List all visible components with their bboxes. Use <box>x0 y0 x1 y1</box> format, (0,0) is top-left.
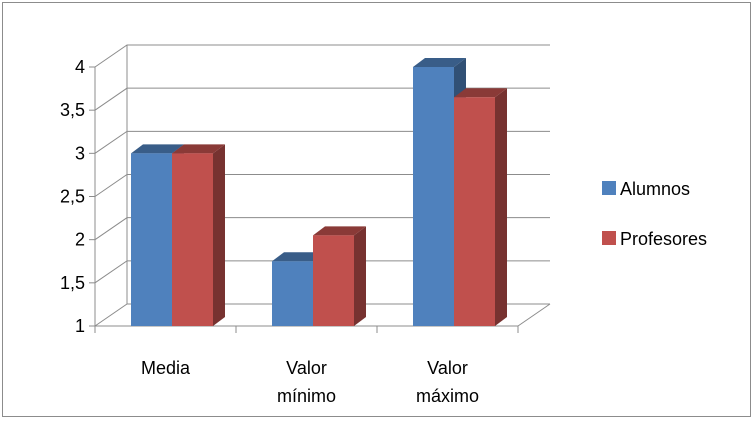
y-tick-label: 1 <box>75 316 85 336</box>
legend-swatch-profesores <box>602 231 616 245</box>
x-category-label: Media <box>141 358 191 378</box>
legend-label-profesores: Profesores <box>620 229 707 249</box>
gridline <box>94 130 550 154</box>
bar-front-face <box>454 97 495 326</box>
floor-right-edge <box>517 303 551 327</box>
bars <box>131 58 507 326</box>
y-tick-label: 1,5 <box>60 273 85 293</box>
bar-side-face <box>354 226 366 326</box>
chart-border <box>2 2 751 417</box>
y-tick-label: 3,5 <box>60 100 85 120</box>
bar-front-face <box>272 261 313 326</box>
gridline <box>94 44 550 68</box>
bar-top-face <box>131 144 184 154</box>
y-tick-label: 2 <box>75 230 85 250</box>
bar-top-face <box>172 144 225 154</box>
legend-label-alumnos: Alumnos <box>620 179 690 199</box>
bar-top-face <box>454 88 507 98</box>
gridline <box>94 87 550 111</box>
bar-top-face <box>272 252 325 262</box>
gridline <box>94 217 550 241</box>
bar-front-face <box>131 153 172 326</box>
gridline <box>94 303 550 327</box>
x-axis: Media Valor mínimo Valor máximo <box>94 325 519 406</box>
legend: Alumnos Profesores <box>602 179 707 249</box>
bar-profesores-2 <box>454 88 507 326</box>
gridline <box>94 174 550 197</box>
gridlines <box>94 44 550 327</box>
bar-front-face <box>313 235 354 326</box>
y-tick-label: 4 <box>75 57 85 77</box>
y-axis: 1 1,5 2 2,5 3 3,5 4 <box>60 57 96 336</box>
legend-swatch-alumnos <box>602 181 616 195</box>
bar-front-face <box>172 153 213 326</box>
y-tick-label: 3 <box>75 143 85 163</box>
x-category-label: Valor máximo <box>416 358 479 406</box>
bar-profesores-0 <box>172 144 225 326</box>
bar-side-face <box>213 144 225 326</box>
gridline <box>94 260 550 284</box>
y-tick-label: 2,5 <box>60 187 85 207</box>
bar-profesores-1 <box>313 226 366 326</box>
bar-top-face <box>413 58 466 67</box>
bar-top-face <box>313 226 366 236</box>
x-category-label: Valor mínimo <box>277 358 336 406</box>
bar-side-face <box>495 88 507 326</box>
bar-front-face <box>413 67 454 326</box>
